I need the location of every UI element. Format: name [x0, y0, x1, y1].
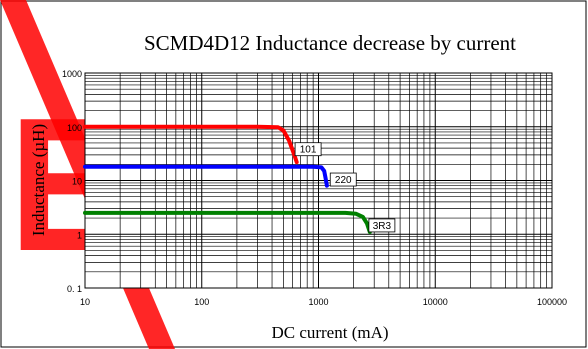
series-labels: 101 220 3R3	[294, 142, 396, 233]
series-label-3R3: 3R3	[368, 218, 396, 233]
series-layer	[83, 124, 372, 234]
series-label-box	[329, 172, 357, 187]
series-label-text: 101	[300, 145, 317, 156]
x-tick-label: 10000	[423, 297, 448, 307]
series-label-text: 220	[335, 175, 352, 186]
x-tick-labels: 10 100 1000 10000 100000	[80, 297, 567, 307]
y-tick-label: 100	[67, 123, 82, 133]
x-tick-label: 100	[194, 297, 209, 307]
series-label-101: 101	[294, 142, 322, 157]
y-tick-labels: 0. 1 1 10 100 1000	[62, 69, 82, 294]
series-label-220: 220	[329, 172, 357, 187]
x-axis-label: DC current (mA)	[271, 323, 388, 342]
y-tick-label: 0. 1	[67, 284, 82, 294]
x-tick-label: 1000	[308, 297, 328, 307]
y-tick-label: 1	[77, 230, 82, 240]
chart-title: SCMD4D12 Inductance decrease by current	[144, 31, 516, 55]
x-tick-label: 100000	[537, 297, 567, 307]
series-label-text: 3R3	[373, 221, 392, 232]
x-tick-label: 10	[80, 297, 90, 307]
series-line-3R3	[83, 210, 372, 234]
series-label-box	[368, 218, 396, 233]
series-line-101	[83, 124, 299, 165]
series-label-box	[294, 142, 322, 157]
plot-border	[84, 72, 553, 289]
y-tick-label: 10	[72, 177, 82, 187]
y-axis-label: Inductance (µH)	[29, 124, 48, 236]
series-line-220	[83, 164, 329, 188]
y-tick-label: 1000	[62, 69, 82, 79]
